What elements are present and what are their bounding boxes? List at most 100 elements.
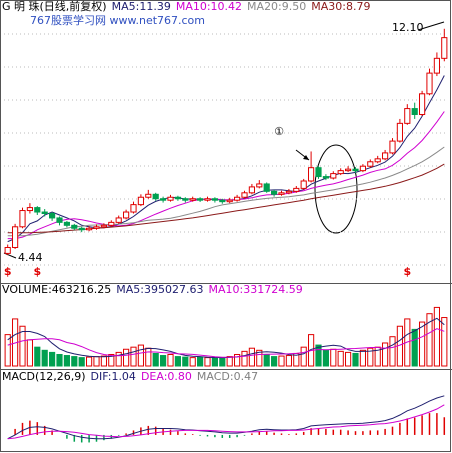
panel-header: VOLUME:463216.25 MA5:395027.63 MA10:331724… (2, 283, 303, 296)
candle-body (308, 167, 315, 182)
volume-bar (419, 321, 426, 367)
candle-body (352, 168, 359, 172)
volume-bar (211, 357, 218, 367)
volume-bar (219, 357, 226, 367)
arrow-head (303, 155, 309, 160)
candle-body (160, 198, 167, 201)
ma-line (7, 328, 445, 358)
volume-bar (167, 353, 174, 367)
candle-body (411, 108, 418, 115)
candle-body (248, 186, 255, 194)
candle-body (56, 217, 63, 223)
volume-bar (278, 355, 285, 367)
legend-entry: MA5:11.39 (112, 0, 171, 13)
candle-body (123, 211, 130, 219)
legend-entry: DIF:1.04 (91, 370, 136, 383)
volume-bar (63, 355, 70, 367)
candle-body (49, 213, 56, 219)
candle-body (293, 187, 300, 192)
candle-body (86, 227, 93, 231)
panel-title: G 明 珠(日线,前复权) (2, 0, 107, 13)
panel-title: MACD(12,26,9) (2, 370, 86, 383)
candle-body (263, 183, 270, 192)
candle-body (71, 224, 78, 229)
annotation: 4.44 (18, 251, 43, 264)
volume-bar (433, 306, 440, 367)
volume-bar (315, 344, 322, 367)
watermark: 767股票学习网 www.net767.com (30, 13, 205, 27)
candle-body (419, 93, 426, 115)
candle-body (189, 198, 196, 201)
candle-body (359, 165, 366, 172)
volume-bar (56, 353, 63, 367)
volume-bar (49, 351, 56, 367)
annotation: ① (274, 125, 284, 138)
panel-header: MACD(12,26,9) DIF:1.04 DEA:0.80 MACD:0.47 (2, 370, 258, 383)
candle-body (152, 193, 159, 200)
volume-bar (174, 356, 181, 367)
candle-body (278, 192, 285, 195)
volume-bar (248, 347, 255, 367)
volume-bar (256, 349, 263, 367)
volume-bar (285, 355, 292, 367)
ma-line (7, 111, 445, 240)
candle-body (382, 152, 389, 160)
candle-body (441, 37, 448, 59)
volume-bar (160, 355, 167, 367)
volume-bar (100, 355, 107, 367)
volume-bar (182, 356, 189, 367)
signal-marker: $ (4, 265, 12, 278)
volume-bar (300, 346, 307, 367)
candle-body (19, 210, 26, 228)
candle-body (100, 224, 107, 228)
volume-bar (86, 356, 93, 367)
candle-body (404, 108, 411, 124)
candle-body (315, 167, 322, 178)
candle-body (285, 190, 292, 194)
legend-entry: MACD:0.47 (197, 370, 258, 383)
candle-body (63, 221, 70, 226)
ma-line (7, 163, 445, 234)
volume-bar (367, 347, 374, 367)
volume-bar (382, 342, 389, 367)
volume-bar (197, 356, 204, 367)
candle-body (78, 227, 85, 231)
candle-body (26, 207, 33, 212)
volume-bar (34, 346, 41, 367)
volume-bar (234, 353, 241, 367)
candle-body (433, 57, 440, 74)
annotation: 12.10 (392, 21, 424, 34)
volume-bar (115, 351, 122, 367)
candle-body (396, 122, 403, 142)
signal-marker: $ (33, 265, 41, 278)
candle-body (389, 140, 396, 154)
volume-bar (441, 317, 448, 367)
candle-body (330, 173, 337, 179)
candle-body (145, 193, 152, 198)
candle-body (300, 180, 307, 189)
ma-line (7, 146, 445, 237)
candle-body (219, 199, 226, 203)
volume-bar (189, 357, 196, 367)
candle-body (226, 199, 233, 203)
volume-bar (4, 334, 11, 367)
candle-body (256, 183, 263, 188)
candle-body (211, 198, 218, 201)
volume-bar (337, 350, 344, 367)
volume-bar (271, 356, 278, 367)
legend-entry: MA20:9.50 (247, 0, 306, 13)
candle-body (4, 246, 11, 254)
candle-body (167, 196, 174, 201)
candle-body (41, 211, 48, 214)
volume-bar (330, 348, 337, 367)
highlight-ellipse (314, 144, 358, 234)
legend-entry: MA10:331724.59 (208, 283, 302, 296)
candle-body (322, 176, 329, 179)
volume-bar (19, 325, 26, 367)
volume-bar (78, 357, 85, 367)
candle-body (241, 192, 248, 198)
volume-bar (130, 346, 137, 367)
ma-line (7, 404, 445, 440)
